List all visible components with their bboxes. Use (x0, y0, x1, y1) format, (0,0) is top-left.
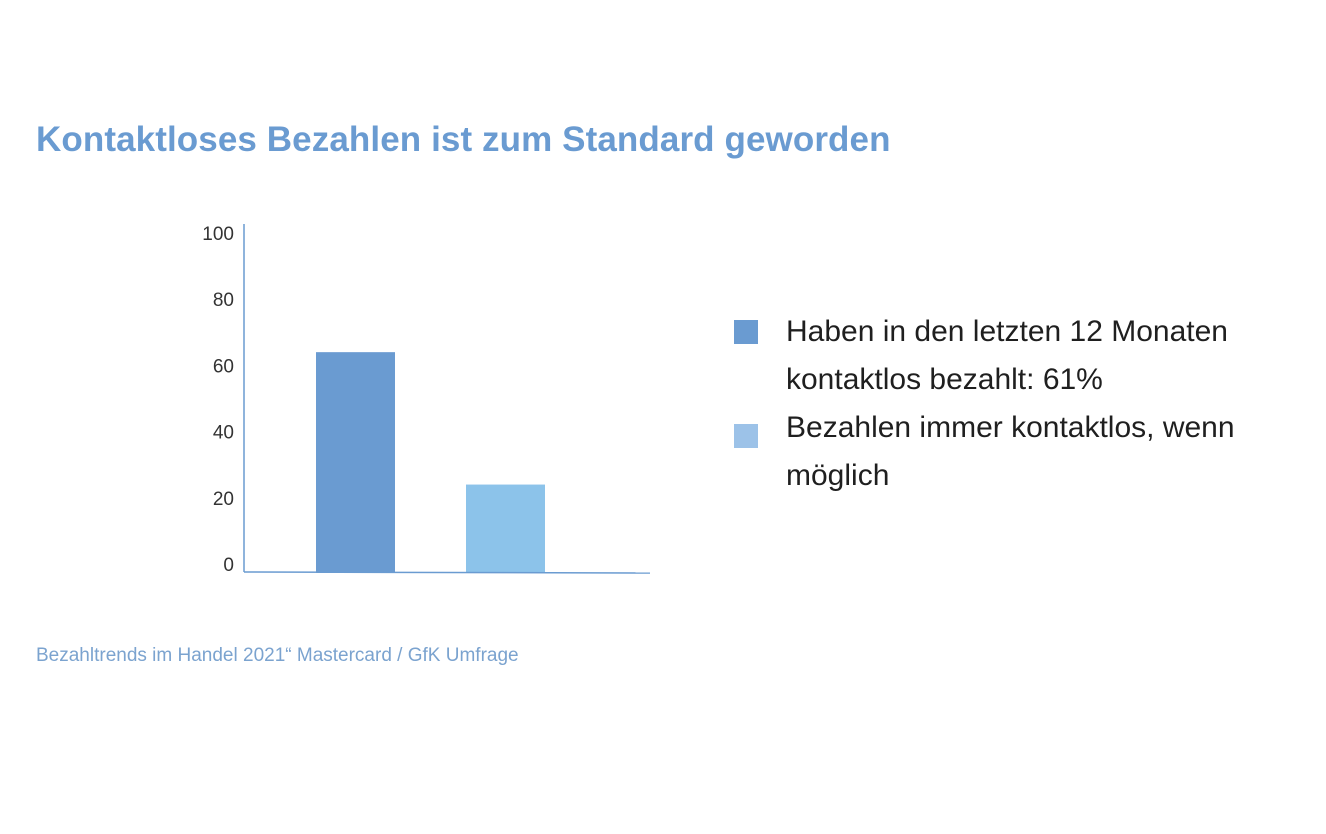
legend-swatch-series-2 (734, 424, 758, 448)
y-tick-label-0: 0 (223, 555, 234, 576)
legend-label: Bezahlen immer kontaktlos, wenn möglich (786, 411, 1235, 492)
y-axis-ticks: 0 20 40 60 80 100 (202, 224, 234, 576)
legend-swatch-series-1 (734, 320, 758, 344)
y-tick-label-80: 80 (213, 290, 234, 311)
y-tick-label-20: 20 (213, 489, 234, 510)
y-tick-label-60: 60 (213, 356, 234, 377)
source-caption: Bezahltrends im Handel 2021“ Mastercard … (36, 645, 519, 666)
legend-label: Haben in den letzten 12 Monaten kontaktl… (786, 315, 1228, 396)
chart-legend: Haben in den letzten 12 Monaten kontaktl… (732, 308, 1312, 500)
chart-title: Kontaktloses Bezahlen ist zum Standard g… (36, 120, 891, 159)
legend-item-always-contactless: Bezahlen immer kontaktlos, wenn möglich (732, 404, 1312, 500)
legend-item-contactless-last-12-months: Haben in den letzten 12 Monaten kontaktl… (732, 308, 1312, 404)
bar-series-1 (316, 352, 395, 573)
bars (316, 352, 545, 573)
x-axis-line (243, 571, 651, 574)
y-tick-label-40: 40 (213, 423, 234, 444)
y-tick-label-100: 100 (202, 224, 234, 245)
bar-series-2 (466, 484, 545, 573)
